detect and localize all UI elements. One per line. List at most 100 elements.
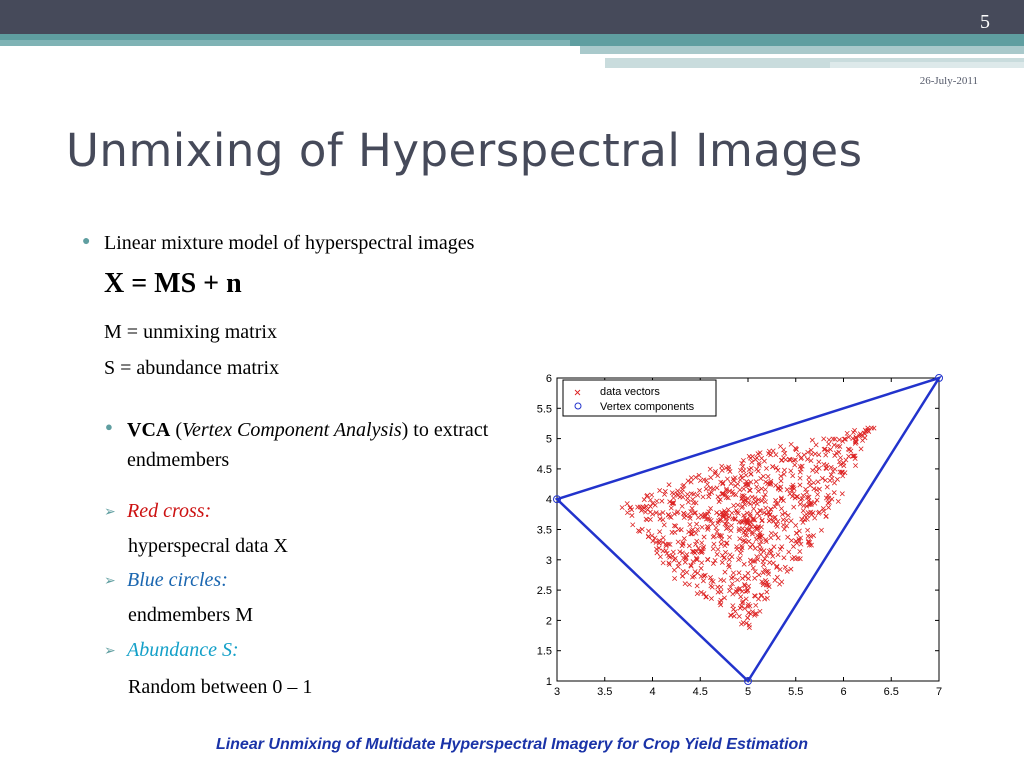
legend-cross-icon: [574, 389, 581, 396]
data-point: [646, 528, 652, 534]
data-point: [711, 541, 717, 547]
data-point: [672, 575, 678, 581]
data-point: [754, 554, 760, 560]
data-point: [762, 499, 768, 505]
data-point: [821, 436, 827, 442]
data-point: [784, 568, 790, 574]
data-point: [770, 553, 776, 559]
data-point: [701, 591, 707, 597]
data-point: [728, 528, 734, 533]
data-point: [768, 547, 774, 553]
data-point: [782, 467, 787, 473]
data-point: [726, 514, 732, 520]
data-point: [708, 505, 714, 511]
data-point: [739, 588, 745, 594]
data-point: [831, 490, 837, 496]
data-point: [797, 548, 803, 554]
data-point: [730, 570, 736, 576]
data-point: [758, 524, 764, 530]
data-point: [687, 515, 693, 521]
data-point: [726, 464, 732, 470]
data-point: [797, 556, 803, 562]
data-point: [677, 549, 683, 555]
bullet-text: Linear mixture model of hyperspectral im…: [104, 232, 475, 254]
data-point: [740, 598, 746, 604]
data-point: [726, 466, 732, 472]
data-point: [814, 487, 820, 493]
data-point: [697, 488, 703, 493]
data-point: [705, 556, 711, 562]
data-point: [819, 475, 825, 481]
data-point: [793, 530, 799, 536]
data-point: [787, 491, 793, 497]
data-point: [831, 480, 837, 486]
data-point: [742, 582, 748, 588]
data-point: [742, 482, 748, 488]
data-point: [777, 546, 783, 552]
data-point: [752, 495, 758, 501]
data-point: [670, 549, 676, 555]
data-point: [666, 560, 672, 566]
data-point: [840, 438, 846, 444]
data-point: [728, 523, 734, 529]
data-point: [798, 541, 804, 547]
data-point: [695, 526, 701, 532]
data-point: [671, 495, 676, 501]
data-point: [677, 494, 683, 500]
data-point: [822, 477, 828, 483]
data-point: [739, 575, 745, 581]
data-point: [700, 578, 706, 584]
data-point: [766, 518, 772, 524]
data-point: [774, 574, 780, 580]
data-point: [799, 496, 805, 502]
data-point: [745, 483, 751, 489]
data-point: [724, 540, 730, 546]
y-tick-label: 6: [546, 373, 552, 385]
data-point: [758, 551, 764, 557]
vertex-point: [744, 677, 752, 685]
x-tick-label: 4.5: [693, 686, 708, 698]
data-point: [788, 566, 794, 572]
data-point: [657, 529, 663, 535]
data-point: [852, 427, 858, 433]
x-tick-label: 5: [745, 686, 751, 698]
data-point: [838, 455, 843, 461]
data-point: [746, 610, 752, 616]
data-point: [792, 462, 798, 468]
data-point: [750, 558, 756, 564]
data-point: [762, 487, 768, 493]
data-point: [792, 495, 798, 501]
data-point: [654, 498, 660, 504]
data-point: [750, 541, 755, 547]
data-point: [852, 456, 858, 461]
data-point: [853, 463, 859, 469]
data-point: [797, 475, 803, 481]
data-point: [773, 531, 779, 537]
data-point: [724, 476, 730, 482]
data-point: [773, 522, 779, 528]
data-point: [761, 494, 767, 500]
data-point: [809, 512, 815, 518]
data-point: [788, 468, 794, 474]
data-point: [694, 538, 700, 544]
data-point: [688, 562, 694, 568]
data-point: [727, 468, 733, 474]
data-point: [669, 529, 675, 535]
data-point: [744, 518, 750, 524]
y-tick-label: 1: [546, 676, 552, 688]
data-point: [816, 509, 822, 515]
data-point: [670, 501, 676, 507]
data-point: [756, 513, 762, 519]
data-point: [749, 459, 755, 465]
data-point: [675, 488, 681, 494]
data-point: [848, 448, 854, 454]
data-point: [807, 483, 813, 488]
data-point: [757, 608, 763, 614]
data-point: [826, 499, 832, 505]
data-point: [731, 606, 737, 612]
data-point: [742, 532, 748, 537]
data-point: [759, 455, 765, 461]
data-point: [759, 498, 765, 504]
data-point: [826, 505, 832, 511]
x-tick-label: 3.5: [597, 686, 612, 698]
